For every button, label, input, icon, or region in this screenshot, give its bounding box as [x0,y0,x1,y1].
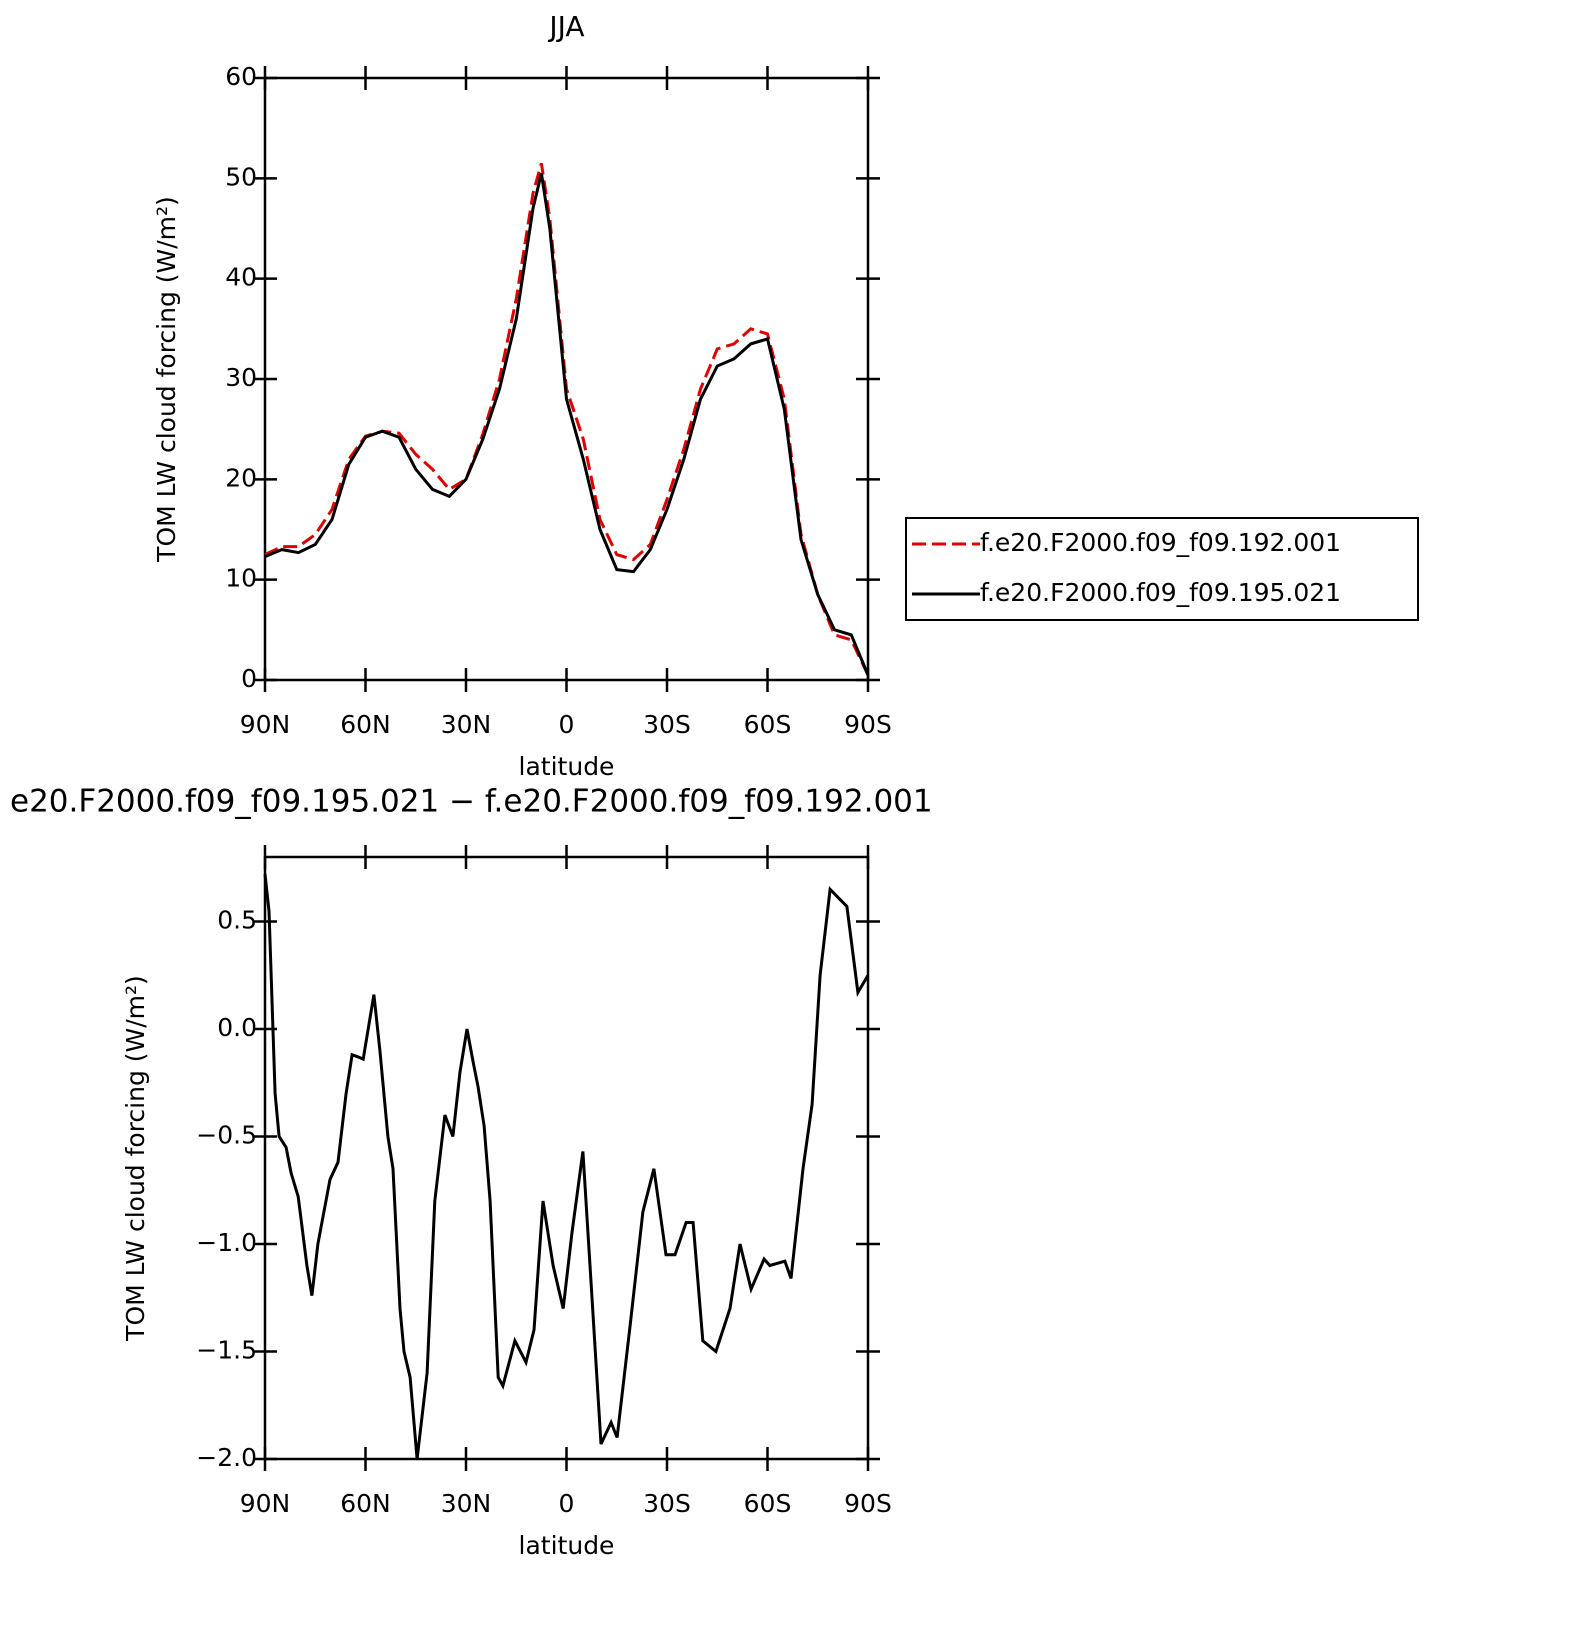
legend-label: f.e20.F2000.f09_f09.195.021 [980,578,1341,607]
y-tick-label: 60 [225,62,257,91]
x-tick-label: 0 [559,1489,575,1518]
y-axis-label: TOM LW cloud forcing (W/m²) [152,196,181,563]
y-tick-label: 0.5 [217,906,257,935]
y-tick-label: 0.0 [217,1013,257,1042]
y-tick-label: −0.5 [196,1121,257,1150]
x-tick-label: 30N [441,710,492,739]
x-tick-label: 30S [643,1489,691,1518]
data-line [264,162,870,676]
data-line [263,874,870,1460]
y-tick-label: −2.0 [196,1443,257,1472]
y-tick-label: 50 [225,162,257,191]
x-tick-label: 60S [744,710,792,739]
x-tick-label: 30N [441,1489,492,1518]
y-axis-label: TOM LW cloud forcing (W/m²) [121,975,150,1342]
x-tick-label: 60N [340,1489,391,1518]
legend-box [905,517,1419,621]
legend-label: f.e20.F2000.f09_f09.192.001 [980,528,1341,557]
x-axis-label: latitude [519,752,615,781]
x-tick-label: 0 [559,710,575,739]
y-tick-label: 40 [225,263,257,292]
x-tick-label: 30S [643,710,691,739]
y-tick-label: 10 [225,564,257,593]
y-tick-label: 0 [241,664,257,693]
plot-frame [263,76,870,682]
x-tick-label: 60N [340,710,391,739]
x-tick-label: 90S [844,1489,892,1518]
x-tick-label: 90S [844,710,892,739]
y-tick-label: −1.0 [196,1228,257,1257]
y-tick-label: −1.5 [196,1336,257,1365]
x-tick-label: 90N [240,1489,291,1518]
y-tick-label: 30 [225,363,257,392]
x-tick-label: 90N [240,710,291,739]
x-axis-label: latitude [519,1531,615,1560]
x-tick-label: 60S [744,1489,792,1518]
chart-title: e20.F2000.f09_f09.195.021 − f.e20.F2000.… [10,784,933,820]
y-tick-label: 20 [225,463,257,492]
chart-title: JJA [547,10,584,43]
data-line [264,172,870,676]
plot-frame [263,855,870,1461]
